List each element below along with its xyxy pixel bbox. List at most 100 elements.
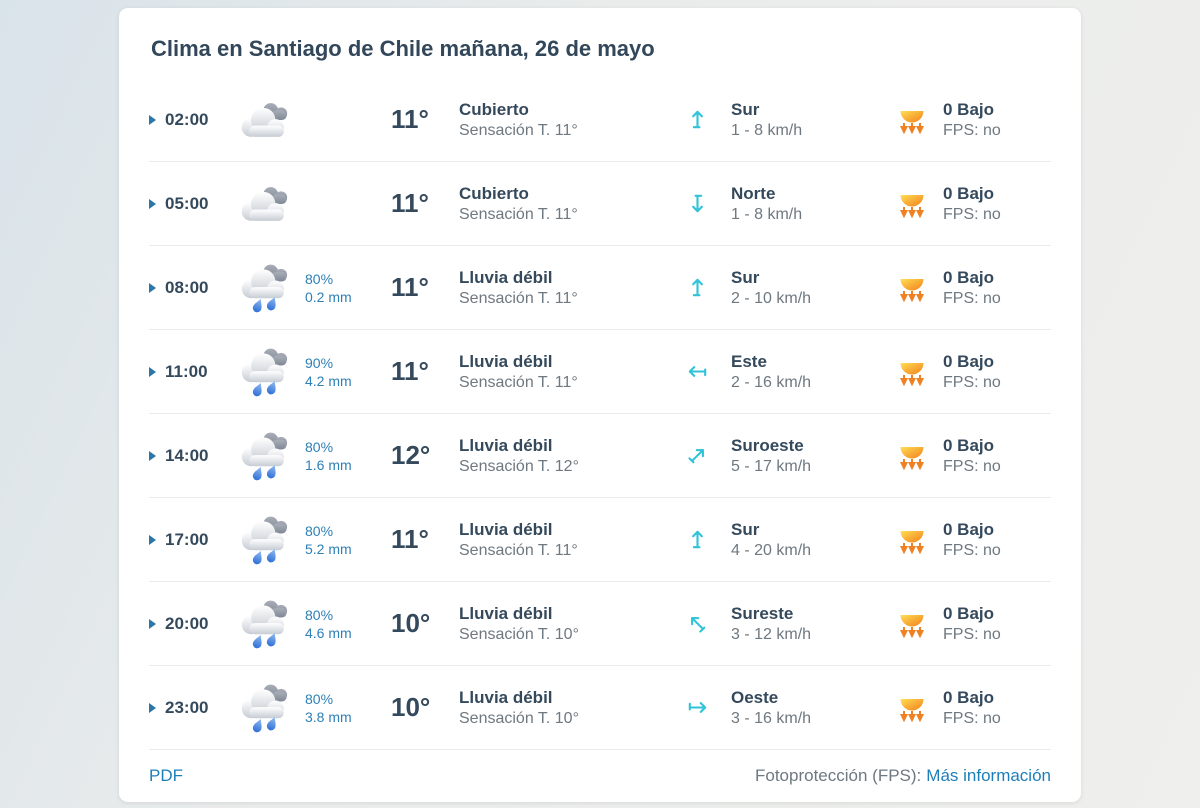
uv-index-label: 0 Bajo — [943, 99, 995, 119]
precip-amount: 4.2 mm — [305, 372, 352, 389]
rain-icon — [229, 512, 305, 568]
precipitation-info: 90% 4.2 mm — [305, 354, 391, 390]
uv-index-label: 0 Bajo — [943, 687, 995, 707]
wind-speed-label: 5 - 17 km/h — [731, 457, 812, 475]
precip-probability: 80% — [305, 606, 334, 623]
play-triangle-icon — [149, 114, 156, 125]
precip-amount: 3.8 mm — [305, 708, 352, 725]
precip-probability: 80% — [305, 522, 334, 539]
uv-half-sun-icon — [897, 106, 943, 134]
time-label: 23:00 — [165, 697, 209, 717]
wind-direction-arrow-icon — [685, 275, 731, 300]
feels-like-label: Sensación T. 10° — [459, 625, 579, 643]
feels-like-label: Sensación T. 12° — [459, 457, 579, 475]
rain-icon — [229, 596, 305, 652]
forecast-row[interactable]: 17:00 80% 5.2 mm 11° Lluvia débil Sensac… — [149, 498, 1051, 582]
time-label: 05:00 — [165, 193, 209, 213]
page-background: Clima en Santiago de Chile mañana, 26 de… — [0, 8, 1200, 802]
condition-label: Lluvia débil — [459, 351, 553, 371]
time-label: 08:00 — [165, 277, 209, 297]
uv-half-sun-icon — [897, 694, 943, 722]
cloudy-icon — [229, 182, 305, 226]
forecast-row[interactable]: 20:00 80% 4.6 mm 10° Lluvia débil Sensac… — [149, 582, 1051, 666]
fps-label: FPS: no — [943, 121, 1001, 139]
rain-icon — [229, 260, 305, 316]
forecast-row[interactable]: 05:00 11° Cubierto Sensación T. 11° — [149, 162, 1051, 246]
uv-index-label: 0 Bajo — [943, 519, 995, 539]
forecast-row[interactable]: 14:00 80% 1.6 mm 12° Lluvia débil Sensac… — [149, 414, 1051, 498]
card-footer: PDF Fotoprotección (FPS): Más informació… — [149, 750, 1051, 802]
uv-index-label: 0 Bajo — [943, 267, 995, 287]
condition-label: Lluvia débil — [459, 603, 553, 623]
feels-like-label: Sensación T. 11° — [459, 289, 578, 307]
fps-label: FPS: no — [943, 289, 1001, 307]
fps-caption: Fotoprotección (FPS): — [755, 766, 922, 785]
feels-like-label: Sensación T. 10° — [459, 709, 579, 727]
uv-half-sun-icon — [897, 358, 943, 386]
pdf-link[interactable]: PDF — [149, 766, 183, 785]
precip-amount: 5.2 mm — [305, 540, 352, 557]
fps-label: FPS: no — [943, 541, 1001, 559]
condition-label: Lluvia débil — [459, 519, 553, 539]
wind-direction-label: Sureste — [731, 603, 794, 623]
rain-icon — [229, 344, 305, 400]
wind-direction-arrow-icon — [685, 527, 731, 552]
feels-like-label: Sensación T. 11° — [459, 373, 578, 391]
time-label: 20:00 — [165, 613, 209, 633]
wind-direction-label: Sur — [731, 99, 760, 119]
wind-speed-label: 2 - 10 km/h — [731, 289, 812, 307]
wind-direction-label: Sur — [731, 267, 760, 287]
wind-speed-label: 3 - 16 km/h — [731, 709, 812, 727]
play-triangle-icon — [149, 366, 156, 377]
precip-probability: 80% — [305, 270, 334, 287]
time-label: 02:00 — [165, 109, 209, 129]
precipitation-info: 80% 1.6 mm — [305, 438, 391, 474]
uv-index-label: 0 Bajo — [943, 351, 995, 371]
wind-direction-arrow-icon — [685, 191, 731, 216]
fps-more-info-link[interactable]: Más información — [926, 766, 1051, 785]
weather-title: Clima en Santiago de Chile mañana, 26 de… — [151, 36, 655, 61]
forecast-row[interactable]: 23:00 80% 3.8 mm 10° Lluvia débil Sensac… — [149, 666, 1051, 750]
forecast-row[interactable]: 08:00 80% 0.2 mm 11° Lluvia débil Sensac… — [149, 246, 1051, 330]
precip-probability: 90% — [305, 354, 334, 371]
precip-probability: 80% — [305, 438, 334, 455]
condition-label: Cubierto — [459, 99, 529, 119]
weather-card: Clima en Santiago de Chile mañana, 26 de… — [119, 8, 1081, 802]
wind-direction-label: Norte — [731, 183, 776, 203]
play-triangle-icon — [149, 618, 156, 629]
precip-amount: 4.6 mm — [305, 624, 352, 641]
precipitation-info: 80% 4.6 mm — [305, 606, 391, 642]
time-label: 14:00 — [165, 445, 209, 465]
wind-speed-label: 1 - 8 km/h — [731, 121, 803, 139]
temperature: 11° — [391, 524, 429, 554]
condition-label: Cubierto — [459, 183, 529, 203]
uv-half-sun-icon — [897, 610, 943, 638]
uv-half-sun-icon — [897, 190, 943, 218]
uv-index-label: 0 Bajo — [943, 435, 995, 455]
uv-half-sun-icon — [897, 274, 943, 302]
time-label: 17:00 — [165, 529, 209, 549]
rain-icon — [229, 680, 305, 736]
play-triangle-icon — [149, 450, 156, 461]
wind-speed-label: 1 - 8 km/h — [731, 205, 803, 223]
cloudy-icon — [229, 98, 305, 142]
wind-speed-label: 3 - 12 km/h — [731, 625, 812, 643]
uv-index-label: 0 Bajo — [943, 183, 995, 203]
wind-speed-label: 2 - 16 km/h — [731, 373, 812, 391]
temperature: 12° — [391, 440, 431, 470]
time-label: 11:00 — [165, 361, 208, 381]
precip-amount: 0.2 mm — [305, 288, 352, 305]
condition-label: Lluvia débil — [459, 687, 553, 707]
condition-label: Lluvia débil — [459, 267, 553, 287]
temperature: 10° — [391, 608, 431, 638]
forecast-row[interactable]: 02:00 11° Cubierto Sensación T. 11° — [149, 78, 1051, 162]
forecast-row[interactable]: 11:00 90% 4.2 mm 11° Lluvia débil Sensac… — [149, 330, 1051, 414]
wind-direction-arrow-icon — [685, 611, 731, 636]
condition-label: Lluvia débil — [459, 435, 553, 455]
wind-direction-arrow-icon — [685, 443, 731, 468]
temperature: 11° — [391, 188, 429, 218]
precip-amount: 1.6 mm — [305, 456, 352, 473]
feels-like-label: Sensación T. 11° — [459, 541, 578, 559]
uv-half-sun-icon — [897, 442, 943, 470]
temperature: 11° — [391, 356, 429, 386]
